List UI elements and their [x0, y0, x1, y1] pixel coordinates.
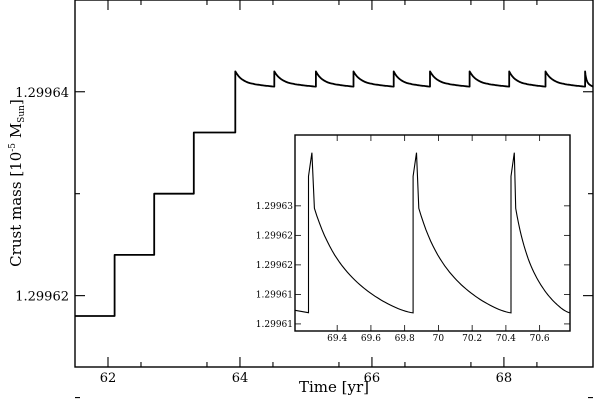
inset-x-tick-label: 70 — [433, 334, 445, 344]
inset-x-tick-label: 69.6 — [361, 334, 381, 344]
x-tick-label: 66 — [364, 371, 381, 386]
inset-x-tick-label: 70.2 — [462, 334, 482, 344]
x-axis-label: Time [yr] — [299, 378, 369, 396]
inset-y-tick-label: 1.29963 — [256, 202, 293, 212]
inset-y-tick-label: 1.29961 — [256, 290, 293, 300]
inset-x-tick-label: 70.6 — [530, 334, 550, 344]
y-tick-label: 1.29962 — [15, 290, 69, 305]
x-tick-label: 62 — [100, 371, 117, 386]
main-series-line — [75, 70, 594, 317]
inset-x-tick-label: 69.8 — [395, 334, 415, 344]
main-tick-labels: 62 64 66 68 1.29962 1.29964 — [15, 86, 512, 386]
y-axis-label: Crust mass [10-5 MSun] — [7, 99, 27, 267]
y-tick-label: 1.29964 — [15, 86, 69, 101]
inset-x-tick-label: 70.4 — [496, 334, 516, 344]
inset-y-tick-label: 1.29961 — [256, 320, 293, 330]
inset-tick-labels: 69.4 69.6 69.8 70 70.2 70.4 70.6 1.29961 1.29961… — [256, 202, 550, 344]
x-tick-label: 68 — [496, 371, 513, 386]
inset-ticks — [295, 135, 570, 331]
inset-y-tick-label: 1.29962 — [256, 231, 293, 241]
main-plot-frame — [74, 0, 594, 368]
x-tick-label: 64 — [232, 371, 249, 386]
main-ticks — [75, 0, 593, 399]
inset-series-line — [294, 152, 571, 314]
inset-y-tick-label: 1.29962 — [256, 261, 293, 271]
inset-frame — [294, 134, 571, 332]
inset-x-tick-label: 69.4 — [327, 334, 347, 344]
inset-background — [258, 135, 570, 331]
